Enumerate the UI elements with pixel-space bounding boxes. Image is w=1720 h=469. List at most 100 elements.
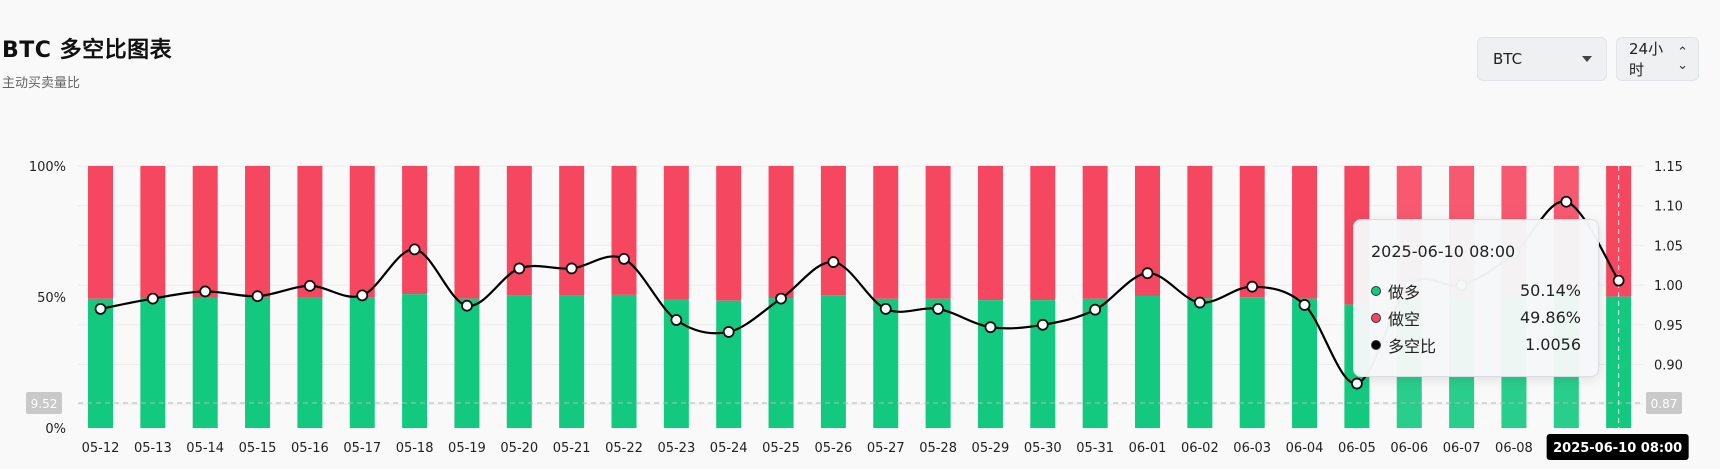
crosshair-x-badge — [1546, 434, 1689, 460]
tooltip-time: 2025-06-10 08:00 — [1371, 242, 1516, 261]
ratio-point — [1351, 377, 1363, 390]
x-axis-tick: 05-12 — [82, 441, 120, 456]
bar-long — [506, 295, 532, 428]
x-axis-tick: 05-19 — [448, 441, 486, 456]
x-axis-tick: 05-31 — [1076, 441, 1114, 456]
bar-short — [140, 166, 166, 299]
right-axis-tick: 1.05 — [1654, 239, 1683, 254]
ratio-point — [146, 292, 159, 305]
ratio-point — [827, 256, 840, 268]
x-axis-tick: 06-08 — [1495, 441, 1533, 456]
bar-long — [1292, 298, 1318, 428]
ratio-point — [1298, 299, 1311, 311]
bar-short — [506, 166, 532, 296]
bar-long — [925, 298, 951, 428]
bar-short — [873, 166, 899, 299]
bar-long — [873, 298, 899, 428]
bar-long — [559, 295, 585, 428]
bar-long — [349, 297, 375, 428]
bar-short — [1187, 166, 1213, 299]
bar-short — [977, 166, 1003, 301]
left-axis-tick: 100% — [29, 160, 66, 175]
tooltip-short-value: 49.86% — [1519, 308, 1581, 327]
x-axis-tick: 05-15 — [239, 441, 277, 456]
ratio-point — [461, 299, 473, 312]
x-axis-tick: 06-07 — [1443, 441, 1481, 456]
ratio-point — [984, 321, 997, 334]
x-axis-tick: 05-28 — [919, 441, 957, 456]
right-axis-tick: 0.95 — [1654, 319, 1683, 334]
x-axis-tick: 05-16 — [291, 441, 329, 456]
long-dot-icon — [1371, 285, 1381, 296]
chevron-down-icon — [1582, 56, 1592, 62]
ratio-point — [775, 292, 787, 305]
bar-long — [820, 295, 846, 428]
page-title: BTC 多空比图表 — [2, 38, 173, 63]
bar-short — [611, 166, 637, 295]
tooltip-long-value: 50.14% — [1519, 281, 1581, 300]
x-axis-tick: 06-04 — [1286, 441, 1324, 456]
ratio-point — [199, 285, 212, 298]
ratio-point — [303, 279, 316, 292]
ratio-point — [1246, 280, 1259, 293]
crosshair-right-badge — [1646, 392, 1682, 415]
x-axis-tick: 05-14 — [186, 441, 224, 456]
bar-long — [140, 298, 166, 428]
bar-short — [297, 166, 323, 297]
bar-short — [1030, 166, 1056, 301]
tooltip-row-ratio: 多空比 1.0056 — [1371, 331, 1581, 358]
bar-long — [768, 298, 794, 428]
bar-long — [1187, 298, 1213, 428]
ratio-point — [408, 243, 421, 256]
chart-tooltip: 2025-06-10 08:00 做多 50.14% 做空 49.86% 多空比… — [1353, 219, 1599, 377]
x-axis-tick: 05-18 — [396, 441, 434, 456]
left-axis-tick: 0% — [45, 422, 66, 437]
page-subtitle: 主动买卖量比 — [2, 76, 81, 91]
x-axis-tick: 06-05 — [1338, 441, 1376, 456]
x-axis-tick: 06-02 — [1181, 441, 1219, 456]
ratio-point — [879, 303, 892, 315]
x-axis-tick: 05-17 — [343, 441, 381, 456]
x-axis-tick: 05-27 — [867, 441, 905, 456]
ratio-point — [722, 326, 735, 338]
bar-long — [1082, 298, 1108, 428]
symbol-select[interactable]: BTC — [1477, 37, 1607, 81]
ratio-point — [1612, 274, 1625, 287]
x-axis-tick: 05-22 — [605, 441, 643, 456]
bar-short — [1292, 166, 1318, 299]
interval-select[interactable]: 24小时 ⌃ ⌄ — [1616, 37, 1699, 81]
bar-short — [454, 166, 480, 299]
bar-long — [611, 294, 637, 428]
x-axis-tick: 06-06 — [1390, 441, 1428, 456]
bar-short — [768, 166, 794, 299]
x-axis-tick: 06-01 — [1129, 441, 1167, 456]
right-axis-tick: 1.15 — [1654, 160, 1683, 175]
bar-short — [402, 166, 428, 295]
up-down-arrows-icon: ⌃ ⌄ — [1677, 45, 1688, 73]
ratio-point — [356, 289, 369, 302]
bar-short — [716, 166, 742, 301]
tooltip-ratio-value: 1.0056 — [1525, 335, 1581, 354]
ratio-point — [670, 314, 683, 326]
ratio-point — [1089, 303, 1102, 316]
bar-short — [192, 166, 218, 298]
crosshair-x-value: 2025-06-10 08:00 — [1553, 441, 1682, 456]
bar-short — [1239, 166, 1265, 298]
bar-short — [559, 166, 585, 296]
bar-long — [192, 297, 218, 428]
bar-short — [88, 166, 113, 299]
bar-short — [245, 166, 271, 298]
x-axis-tick: 05-24 — [710, 441, 748, 456]
right-axis-tick: 1.00 — [1654, 279, 1683, 294]
tooltip-row-short: 做空 49.86% — [1371, 304, 1581, 331]
right-axis-tick: 1.10 — [1654, 200, 1683, 215]
bar-short — [349, 166, 375, 298]
bar-long — [402, 294, 428, 428]
ratio-dot-icon — [1371, 339, 1381, 350]
bar-long — [977, 300, 1003, 428]
x-axis-tick: 05-25 — [762, 441, 800, 456]
tooltip-row-long: 做多 50.14% — [1371, 277, 1581, 304]
ratio-point — [1141, 267, 1154, 280]
ratio-point — [618, 252, 630, 265]
symbol-select-value: BTC — [1493, 50, 1523, 68]
